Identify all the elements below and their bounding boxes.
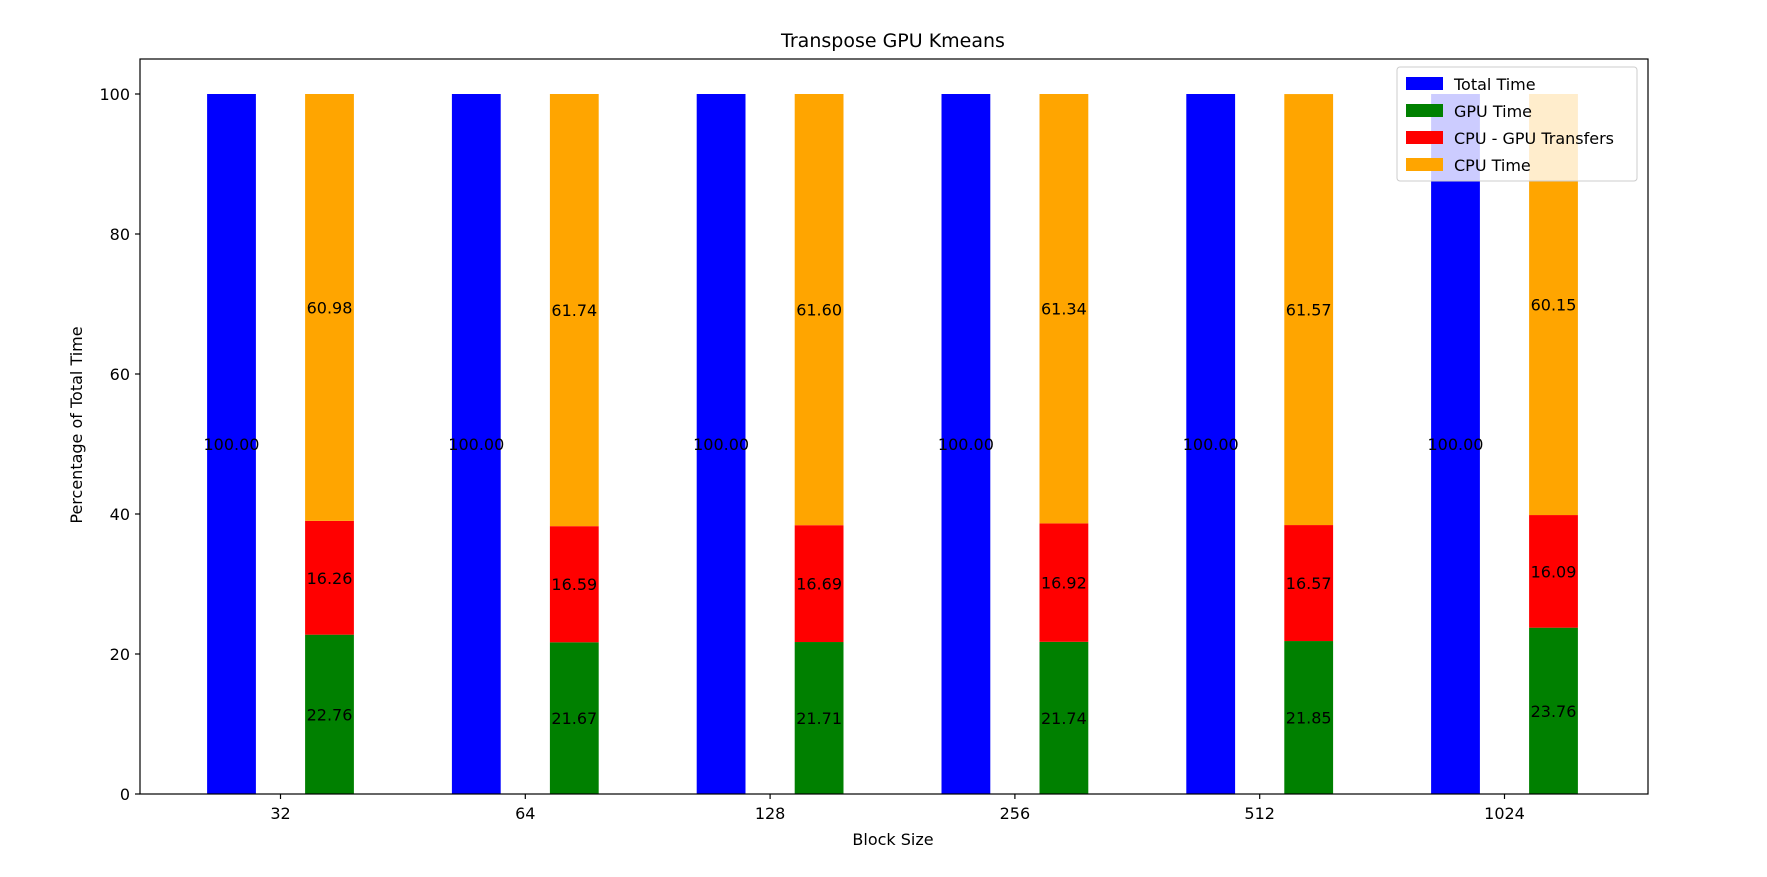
y-tick-label: 0 bbox=[120, 785, 130, 804]
bar-gpu-time bbox=[1039, 641, 1089, 794]
bar-total-time bbox=[207, 94, 256, 794]
legend-swatch bbox=[1406, 104, 1443, 117]
bar-gpu-time bbox=[1284, 641, 1334, 794]
legend-swatch bbox=[1406, 77, 1443, 90]
bar-cpu-gpu-transfers bbox=[1529, 515, 1578, 628]
plot-frame bbox=[139, 58, 1649, 795]
y-tick-label: 100 bbox=[99, 85, 130, 104]
bar-label: 23.76 bbox=[1531, 702, 1577, 721]
bar-label: 100.00 bbox=[204, 435, 260, 454]
bar-cpu-gpu-transfers bbox=[1284, 525, 1334, 642]
bar-total-time bbox=[941, 94, 991, 794]
legend: Total Time GPU Time CPU - GPU Transfers CPU… bbox=[1396, 66, 1638, 182]
bar-cpu-gpu-transfers bbox=[305, 520, 354, 635]
bar-label: 16.69 bbox=[796, 575, 842, 594]
bar-label: 100.00 bbox=[1183, 435, 1239, 454]
x-tick-label: 64 bbox=[515, 804, 535, 823]
y-tick-label: 60 bbox=[110, 365, 130, 384]
bar-total-time bbox=[1431, 94, 1480, 794]
y-tick-label: 40 bbox=[110, 505, 130, 524]
bar-label: 61.34 bbox=[1041, 300, 1087, 319]
bar-label: 61.57 bbox=[1286, 301, 1332, 320]
legend-label: CPU - GPU Transfers bbox=[1454, 129, 1614, 148]
y-axis-label: Percentage of Total Time bbox=[67, 326, 86, 523]
bar-cpu-gpu-transfers bbox=[549, 526, 599, 643]
bar-label: 22.76 bbox=[307, 705, 353, 724]
bar-labels-layer: 100.00 22.76 16.26 60.98 100.00 21.67 16.59 61.… bbox=[204, 296, 1577, 729]
chart-title: Transpose GPU Kmeans bbox=[780, 30, 1005, 52]
bar-cpu-time bbox=[1284, 94, 1334, 526]
bar-cpu-time bbox=[549, 94, 599, 527]
bar-gpu-time bbox=[549, 642, 599, 794]
bar-label: 16.09 bbox=[1531, 562, 1577, 581]
legend-label: CPU Time bbox=[1454, 156, 1531, 175]
bar-cpu-time bbox=[1039, 94, 1089, 524]
x-tick-label: 32 bbox=[270, 804, 290, 823]
bar-cpu-time bbox=[305, 94, 354, 521]
y-tick-label: 20 bbox=[110, 645, 130, 664]
bar-total-time bbox=[1186, 94, 1236, 794]
bar-gpu-time bbox=[305, 634, 354, 794]
bar-total-time bbox=[696, 94, 746, 794]
bar-label: 60.98 bbox=[307, 298, 353, 317]
bar-label: 100.00 bbox=[693, 435, 749, 454]
bar-label: 21.67 bbox=[551, 709, 597, 728]
y-tick-label: 80 bbox=[110, 225, 130, 244]
x-tick-label: 128 bbox=[755, 804, 786, 823]
bar-label: 16.92 bbox=[1041, 574, 1087, 593]
bar-label: 61.60 bbox=[796, 301, 842, 320]
bar-label: 16.57 bbox=[1286, 574, 1332, 593]
x-tick-label: 1024 bbox=[1484, 804, 1525, 823]
bar-label: 100.00 bbox=[448, 435, 504, 454]
bar-label: 16.59 bbox=[551, 575, 597, 594]
bar-label: 21.71 bbox=[796, 709, 842, 728]
legend-swatch bbox=[1406, 158, 1443, 171]
legend-box bbox=[1396, 66, 1638, 182]
bar-gpu-time bbox=[794, 642, 844, 794]
x-tick-label: 512 bbox=[1244, 804, 1275, 823]
bar-label: 60.15 bbox=[1531, 296, 1577, 315]
bar-cpu-gpu-transfers bbox=[794, 525, 844, 643]
bar-label: 16.26 bbox=[307, 569, 353, 588]
bar-label: 21.85 bbox=[1286, 709, 1332, 728]
bar-label: 61.74 bbox=[551, 301, 597, 320]
bar-gpu-time bbox=[1529, 627, 1578, 794]
x-axis-label: Block Size bbox=[852, 830, 933, 849]
bar-label: 100.00 bbox=[1428, 435, 1484, 454]
bar-label: 100.00 bbox=[938, 435, 994, 454]
bar-cpu-gpu-transfers bbox=[1039, 523, 1089, 642]
legend-label: Total Time bbox=[1453, 75, 1536, 94]
bar-total-time bbox=[451, 94, 501, 794]
legend-label: GPU Time bbox=[1454, 102, 1532, 121]
bar-label: 21.74 bbox=[1041, 709, 1087, 728]
axes-layer: 0 20 40 60 80 100 32 64 128 256 512 1024 bbox=[99, 58, 1649, 823]
legend-swatch bbox=[1406, 131, 1443, 144]
x-tick-label: 256 bbox=[1000, 804, 1031, 823]
bars-layer bbox=[207, 94, 1578, 794]
bar-cpu-time bbox=[794, 94, 844, 526]
